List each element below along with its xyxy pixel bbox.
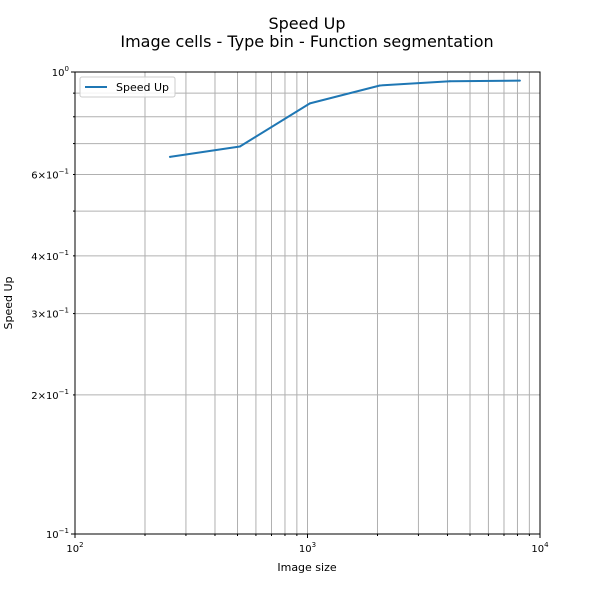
chart-title: Speed Up [268,14,345,33]
data-point [308,102,311,105]
data-point [448,80,451,83]
legend-box [79,76,176,98]
axis-ticks: 102 103 104 10−1 2×10−1 3×10−1 4×10−1 6×10−1 100 [31,65,549,555]
data-point [168,155,171,158]
chart-subtitle: Image cells - Type bin - Function segmen… [120,32,493,51]
legend-label: Speed Up [116,81,169,94]
y-tick-label: 3×10−1 [31,307,69,321]
series-layer [168,79,521,158]
y-tick-label: 2×10−1 [31,388,69,402]
y-axis-label: Speed Up [2,276,15,329]
x-tick-label: 104 [531,541,549,555]
data-point [518,79,521,82]
x-tick-label: 103 [299,541,316,555]
x-tick-label: 102 [66,541,83,555]
data-point [238,145,241,148]
legend: Speed Up [79,76,176,98]
x-axis-label: Image size [277,561,337,574]
y-tick-label: 100 [52,65,69,79]
y-tick-label: 6×10−1 [31,167,69,181]
y-tick-label: 10−1 [46,527,69,541]
grid-lines [75,72,540,534]
y-tick-label: 4×10−1 [31,249,69,263]
data-point [378,84,381,87]
series-line-speed-up [169,79,520,158]
plot-frame [74,71,541,535]
